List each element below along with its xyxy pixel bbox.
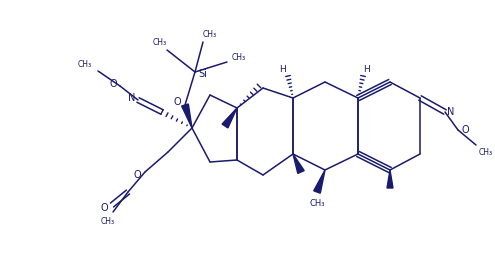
Text: CH₃: CH₃ [203,30,217,39]
Text: CH₃: CH₃ [309,198,325,207]
Text: CH₃: CH₃ [479,147,493,156]
Text: CH₃: CH₃ [101,218,115,227]
Text: H: H [363,64,369,74]
Text: O: O [109,79,117,89]
Text: CH₃: CH₃ [153,38,167,47]
Polygon shape [387,170,393,188]
Text: O: O [461,125,469,135]
Text: Si: Si [198,69,207,79]
Polygon shape [293,154,304,174]
Text: O: O [133,170,141,180]
Text: O: O [173,97,181,107]
Text: H: H [280,64,287,74]
Text: N: N [447,107,455,117]
Text: CH₃: CH₃ [78,60,92,68]
Text: CH₃: CH₃ [232,53,246,61]
Text: N: N [128,93,136,103]
Polygon shape [314,170,325,193]
Polygon shape [222,108,237,128]
Text: O: O [100,203,108,213]
Polygon shape [182,104,192,128]
